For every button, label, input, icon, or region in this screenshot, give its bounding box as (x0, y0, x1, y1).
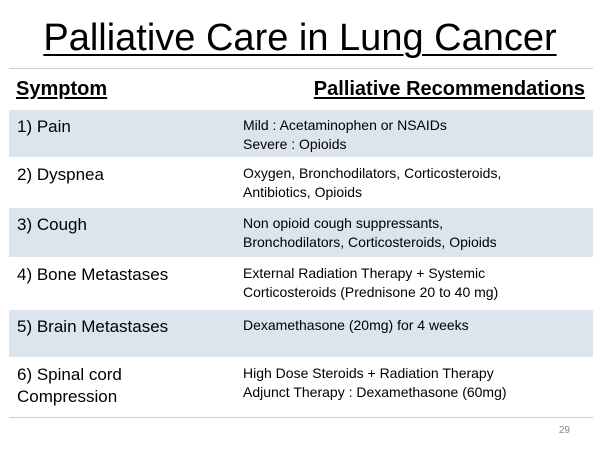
symptom-cell: 2) Dyspnea (17, 165, 104, 184)
recommendation-line: Dexamethasone (20mg) for 4 weeks (243, 317, 469, 333)
recommendation-cell: Oxygen, Bronchodilators, Corticosteroids… (235, 158, 593, 207)
recommendation-cell: Non opioid cough suppressants, Bronchodi… (235, 208, 593, 257)
page-number: 29 (558, 425, 570, 436)
recommendation-line: Non opioid cough suppressants, (243, 215, 444, 231)
symptom-cell: 6) Spinal cord Compression (9, 358, 235, 417)
palliative-table: Symptom Palliative Recommendations 1) Pa… (9, 68, 593, 418)
table-row: 2) Dyspnea Oxygen, Bronchodilators, Cort… (9, 157, 593, 207)
symptom-line: 6) Spinal cord (17, 365, 122, 384)
recommendation-line: Severe : Opioids (243, 136, 347, 152)
recommendation-cell: Dexamethasone (20mg) for 4 weeks (235, 310, 593, 357)
table-row: 6) Spinal cord Compression High Dose Ste… (9, 357, 593, 417)
recommendation-line: Oxygen, Bronchodilators, Corticosteroids… (243, 165, 502, 181)
slide-title: Palliative Care in Lung Cancer (43, 17, 557, 59)
table-row: 3) Cough Non opioid cough suppressants, … (9, 207, 593, 257)
symptom-cell: 4) Bone Metastases (17, 265, 169, 284)
recommendation-line: Antibiotics, Opioids (243, 184, 363, 200)
symptom-line: Compression (17, 387, 118, 406)
symptom-cell: 3) Cough (17, 215, 87, 234)
header-symptom: Symptom (16, 77, 108, 100)
table-row: 5) Brain Metastases Dexamethasone (20mg)… (9, 309, 593, 357)
symptom-cell: 5) Brain Metastases (17, 317, 169, 336)
recommendation-line: Adjunct Therapy : Dexamethasone (60mg) (243, 384, 507, 400)
table-header: Symptom Palliative Recommendations (9, 69, 593, 109)
symptom-cell: 1) Pain (17, 117, 71, 136)
recommendation-line: Mild : Acetaminophen or NSAIDs (243, 117, 447, 133)
table-bottom-rule (9, 417, 593, 418)
header-recommendations: Palliative Recommendations (313, 77, 585, 100)
recommendation-line: External Radiation Therapy + Systemic (243, 265, 486, 281)
recommendation-line: Bronchodilators, Corticosteroids, Opioid… (243, 234, 497, 250)
table-row: 1) Pain Mild : Acetaminophen or NSAIDs S… (9, 109, 593, 157)
recommendation-cell: Mild : Acetaminophen or NSAIDs Severe : … (235, 110, 593, 157)
recommendation-line: Corticosteroids (Prednisone 20 to 40 mg) (243, 284, 499, 300)
recommendation-cell: High Dose Steroids + Radiation Therapy A… (235, 358, 593, 417)
table-row: 4) Bone Metastases External Radiation Th… (9, 257, 593, 309)
recommendation-cell: External Radiation Therapy + Systemic Co… (235, 258, 593, 309)
recommendation-line: High Dose Steroids + Radiation Therapy (243, 365, 494, 381)
